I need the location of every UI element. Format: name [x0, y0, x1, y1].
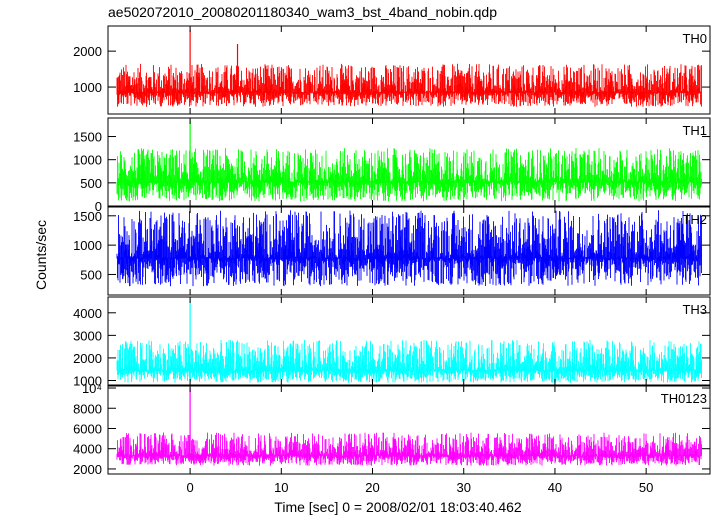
y-tick-label: 1500 — [73, 130, 102, 145]
series-th1-line — [116, 148, 702, 202]
y-tick-label: 6000 — [73, 421, 102, 436]
x-axis-tick-labels: 0 10 20 30 40 50 — [186, 480, 653, 495]
x-tick-label: 50 — [639, 480, 653, 495]
y-tick-label: 10⁴ — [82, 381, 102, 396]
panel-frame — [107, 296, 711, 386]
x-axis-title: Time [sec] 0 = 2008/02/01 18:03:40.462 — [274, 499, 522, 515]
y-tick-label: 1000 — [73, 238, 102, 253]
y-tick-label: 4000 — [73, 442, 102, 457]
panel-th1: 0 500 1000 1500 TH1 — [73, 117, 711, 214]
panel-th0: 1000 2000 TH0 — [73, 25, 711, 115]
series-th0-line — [116, 63, 702, 107]
y-axis-title: Counts/sec — [33, 220, 49, 290]
x-tick-label: 40 — [548, 480, 562, 495]
chart-title: ae502072010_20080201180340_wam3_bst_4ban… — [108, 4, 497, 20]
x-tick-label: 0 — [186, 480, 193, 495]
panel-th2: 500 1000 1500 TH2 — [73, 206, 711, 296]
series-th0123-line — [116, 432, 702, 466]
x-tick-label: 10 — [274, 480, 288, 495]
y-tick-label: 8000 — [73, 401, 102, 416]
series-th3-line — [116, 339, 702, 383]
panel-th3: 1000 2000 3000 4000 TH3 — [73, 296, 711, 388]
y-tick-label: 0 — [95, 199, 102, 214]
y-tick-label: 3000 — [73, 328, 102, 343]
panel-frame — [107, 25, 711, 115]
panel-label-th3: TH3 — [682, 302, 707, 317]
panel-frame — [107, 206, 711, 296]
y-tick-label: 2000 — [73, 44, 102, 59]
y-tick-label: 1000 — [73, 153, 102, 168]
panel-label-th0: TH0 — [682, 31, 707, 46]
y-tick-label: 2000 — [73, 351, 102, 366]
panel-label-th1: TH1 — [682, 123, 707, 138]
y-tick-label: 2000 — [73, 462, 102, 477]
y-tick-label: 1000 — [73, 373, 102, 388]
series-th2-line — [116, 210, 702, 287]
panel-label-th2: TH2 — [682, 212, 707, 227]
panel-th0123: 2000 4000 6000 8000 10⁴ TH0123 — [73, 381, 711, 477]
y-tick-label: 4000 — [73, 306, 102, 321]
panels-group: 1000 2000 TH0 0 500 1000 1500 TH1 500 1000 1500 TH2… — [73, 25, 711, 477]
y-tick-label: 500 — [80, 267, 102, 282]
panel-frame — [107, 117, 711, 207]
y-tick-label: 1000 — [73, 80, 102, 95]
x-tick-label: 20 — [365, 480, 379, 495]
y-tick-label: 500 — [80, 176, 102, 191]
panel-label-th0123: TH0123 — [661, 391, 707, 406]
panel-frame — [107, 385, 711, 475]
y-tick-label: 1500 — [73, 209, 102, 224]
x-tick-label: 30 — [456, 480, 470, 495]
